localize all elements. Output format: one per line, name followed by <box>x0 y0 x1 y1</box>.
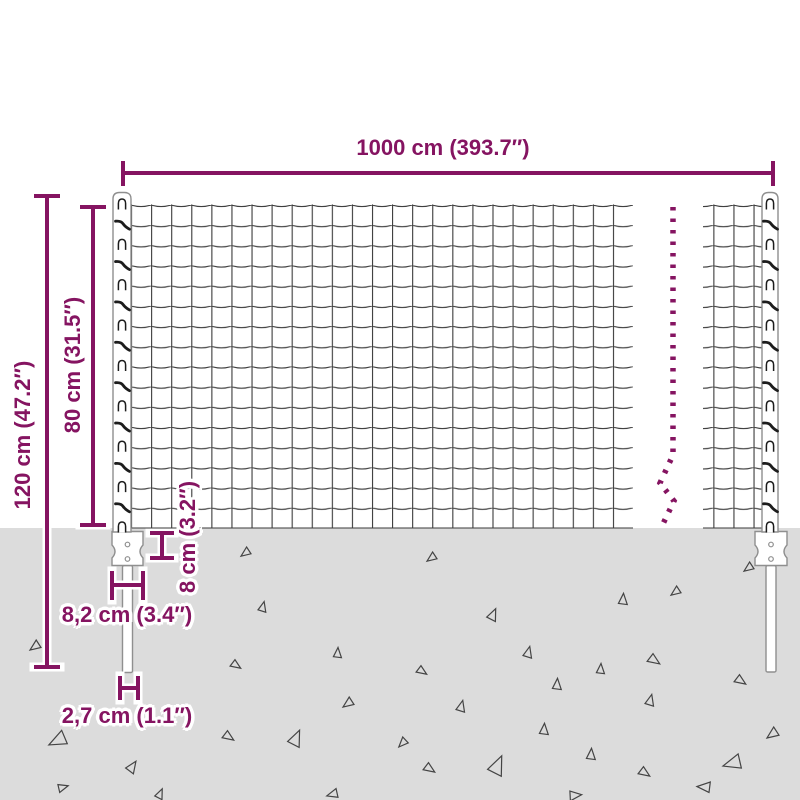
ground-triangle <box>425 550 438 563</box>
ground-triangle <box>229 658 242 670</box>
wire-hook-clip-icon <box>762 461 779 473</box>
plate-hole <box>124 541 131 548</box>
ground-triangle <box>422 761 436 773</box>
ground-triangles <box>28 545 780 800</box>
ground-triangle <box>522 644 533 660</box>
ground-triangle <box>637 765 651 777</box>
wire-staple-clip-icon <box>765 278 775 291</box>
plate-hole <box>768 541 774 548</box>
dimension-label-plate-depth: 8 cm (3.2″) <box>175 480 200 594</box>
wire-staple-clip-icon <box>117 278 127 291</box>
ground <box>0 528 800 800</box>
wire-hook-clip-icon <box>762 381 779 393</box>
ground-triangle <box>153 787 163 800</box>
wire-hook-clip-icon <box>762 300 779 312</box>
wire-staple-clip-icon <box>765 319 775 331</box>
wire-hook-clip-icon <box>114 502 131 514</box>
ground-triangle <box>765 725 780 739</box>
ground-triangle <box>695 781 712 794</box>
ground-triangle <box>669 584 682 597</box>
ground-triangle <box>569 790 584 800</box>
wire-hook-clip-icon <box>114 340 131 352</box>
ground-triangle <box>721 752 743 769</box>
ground-triangle <box>486 754 503 778</box>
wire-staple-clip-icon <box>765 238 775 250</box>
ground-triangle <box>221 729 235 741</box>
ground-triangle <box>239 545 252 558</box>
dimension-label-post-width: 2,7 cm (1.1″) <box>61 703 193 728</box>
dim-post-width-line <box>115 671 143 705</box>
ground-triangle <box>733 673 747 685</box>
ground-triangle <box>595 661 606 675</box>
wire-staple-clip-icon <box>117 480 127 493</box>
ground-triangle <box>397 735 410 749</box>
dim-mesh-height-line <box>75 202 111 530</box>
wire-hook-clip-icon <box>114 300 131 312</box>
wire-hook-clip-icon <box>762 260 779 271</box>
ground-triangle <box>485 607 497 623</box>
dim-plate-depth-line <box>145 528 179 563</box>
wire-staple-clip-icon <box>765 400 775 412</box>
ground-triangle <box>332 645 343 659</box>
dimension-label-mesh-height: 80 cm (31.5″) <box>60 296 85 434</box>
ground-triangle <box>644 692 655 708</box>
ground-triangle <box>28 638 42 652</box>
wire-staple-clip-icon <box>117 359 127 371</box>
wire-hook-clip-icon <box>114 381 131 393</box>
wire-staple-clip-icon <box>117 238 127 250</box>
ground-triangle <box>538 721 550 736</box>
post-left <box>111 191 144 674</box>
wire-staple-clip-icon <box>117 440 127 452</box>
wire-hook-clip-icon <box>114 421 131 433</box>
ground-triangle <box>585 746 597 761</box>
ground-triangle <box>415 664 428 676</box>
wire-staple-clip-icon <box>765 359 775 371</box>
wire-hook-clip-icon <box>762 421 779 433</box>
ground-triangle <box>257 600 267 614</box>
wire-staple-clip-icon <box>765 440 775 452</box>
anchor-plate-left <box>111 530 144 567</box>
wire-staple-clip-icon <box>117 198 127 210</box>
ground-triangle <box>286 728 301 749</box>
ground-triangle <box>341 695 355 709</box>
wire-staple-clip-icon <box>765 198 775 210</box>
wire-staple-clip-icon <box>117 400 127 412</box>
ground-triangle <box>455 698 466 714</box>
post-clips <box>114 198 779 533</box>
plate-hole <box>768 556 774 562</box>
dim-plate-width-line <box>107 566 148 605</box>
ground-triangle <box>551 676 563 691</box>
wire-staple-clip-icon <box>117 319 127 331</box>
wire-staple-clip-icon <box>765 480 775 493</box>
ground-triangle <box>617 591 629 606</box>
stake-right <box>765 564 777 673</box>
ground-triangle <box>742 560 755 573</box>
wire-hook-clip-icon <box>762 340 779 352</box>
ground-triangle <box>646 652 662 665</box>
ground-triangle <box>57 783 70 794</box>
wire-hook-clip-icon <box>114 219 131 231</box>
plate-hole <box>124 556 131 562</box>
ground-triangle <box>47 729 69 746</box>
wire-hook-clip-icon <box>762 502 779 514</box>
dimension-label-width: 1000 cm (393.7″) <box>356 135 530 160</box>
dimension-label-plate-width: 8,2 cm (3.4″) <box>61 602 193 627</box>
dimension-label-total-height: 120 cm (47.2″) <box>10 360 35 510</box>
wire-staple-clip-icon <box>117 521 127 533</box>
dim-total-height-line <box>29 191 65 672</box>
wire-hook-clip-icon <box>762 219 779 231</box>
anchor-plate-right <box>754 530 788 567</box>
dim-width-line <box>118 156 778 191</box>
break-dashed-line <box>656 207 678 530</box>
mesh-panel-left <box>131 204 633 529</box>
wire-staple-clip-icon <box>765 521 775 533</box>
ground-triangle <box>124 759 137 775</box>
wire-hook-clip-icon <box>114 260 131 271</box>
ground-triangle <box>325 787 339 798</box>
wire-hook-clip-icon <box>114 461 131 473</box>
